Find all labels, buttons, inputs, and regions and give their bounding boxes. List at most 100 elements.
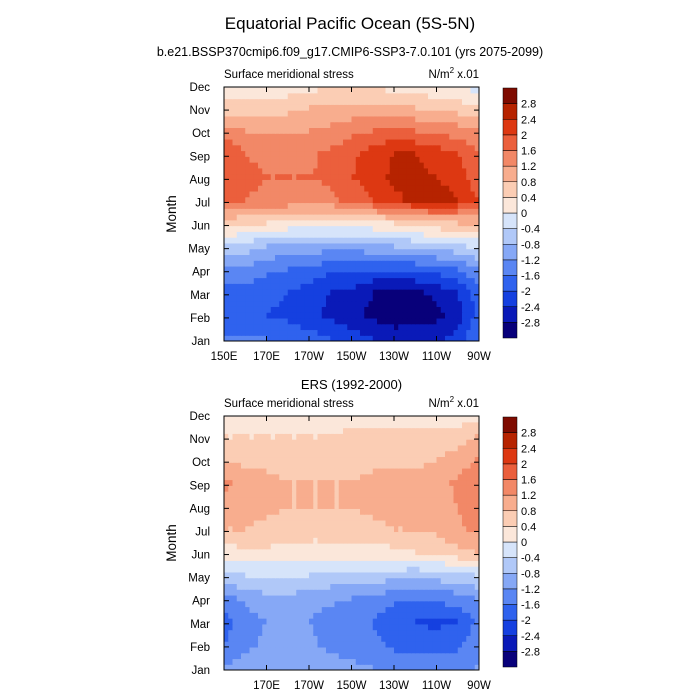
heatmap-cell bbox=[440, 566, 446, 573]
heatmap-cell bbox=[270, 92, 276, 100]
heatmap-cell bbox=[432, 323, 438, 331]
heatmap-cell bbox=[402, 491, 408, 498]
heatmap-cell bbox=[236, 300, 242, 307]
heatmap-cell bbox=[304, 242, 310, 250]
heatmap-cell bbox=[423, 138, 429, 146]
heatmap-cell bbox=[279, 242, 285, 250]
heatmap-cell bbox=[419, 652, 425, 660]
heatmap-cell bbox=[423, 214, 429, 221]
heatmap-cell bbox=[232, 121, 238, 129]
heatmap-cell bbox=[457, 121, 463, 129]
heatmap-cell bbox=[266, 92, 272, 100]
heatmap-cell bbox=[262, 254, 268, 261]
heatmap-cell bbox=[224, 115, 229, 123]
heatmap-cell bbox=[228, 473, 234, 481]
heatmap-cell bbox=[351, 265, 357, 273]
heatmap-cell bbox=[249, 87, 255, 94]
heatmap-cell bbox=[279, 571, 285, 579]
heatmap-cell bbox=[364, 138, 370, 146]
heatmap-cell bbox=[432, 473, 438, 481]
heatmap-cell bbox=[262, 190, 268, 198]
heatmap-cell bbox=[279, 265, 285, 273]
heatmap-cell bbox=[236, 537, 242, 544]
heatmap-cell bbox=[419, 462, 425, 469]
heatmap-cell bbox=[389, 525, 395, 533]
heatmap-cell bbox=[304, 456, 310, 463]
heatmap-cell bbox=[270, 462, 276, 469]
heatmap-cell bbox=[266, 577, 272, 585]
heatmap-cell bbox=[466, 554, 472, 561]
heatmap-cell bbox=[241, 133, 246, 140]
heatmap-cell bbox=[453, 173, 459, 180]
heatmap-cell bbox=[466, 87, 472, 94]
heatmap-cell bbox=[228, 214, 234, 221]
heatmap-cell bbox=[253, 548, 259, 556]
heatmap-cell bbox=[343, 265, 348, 273]
heatmap-cell bbox=[296, 635, 302, 642]
heatmap-cell bbox=[228, 115, 234, 123]
heatmap-cell bbox=[364, 300, 370, 307]
heatmap-cell bbox=[462, 566, 467, 573]
heatmap-cell bbox=[304, 219, 310, 227]
heatmap-cell bbox=[355, 571, 361, 579]
heatmap-cell bbox=[228, 496, 234, 504]
heatmap-cell bbox=[292, 115, 297, 123]
heatmap-cell bbox=[449, 138, 455, 146]
heatmap-cell bbox=[321, 652, 327, 660]
heatmap-cell bbox=[351, 485, 357, 492]
heatmap-cell bbox=[266, 104, 272, 111]
heatmap-cell bbox=[385, 467, 391, 475]
heatmap-cell bbox=[270, 600, 276, 608]
heatmap-cell bbox=[236, 185, 242, 192]
heatmap-cell bbox=[330, 162, 336, 169]
heatmap-cell bbox=[423, 144, 429, 152]
heatmap-cell bbox=[300, 496, 306, 504]
heatmap-cell bbox=[470, 566, 476, 573]
heatmap-cell bbox=[445, 202, 450, 209]
heatmap-cell bbox=[245, 577, 251, 585]
heatmap-cell bbox=[351, 491, 357, 498]
heatmap-cell bbox=[402, 623, 408, 631]
heatmap-cell bbox=[304, 190, 310, 198]
heatmap-cell bbox=[394, 496, 399, 504]
heatmap-cell bbox=[394, 554, 399, 561]
heatmap-cell bbox=[372, 462, 378, 469]
heatmap-cell bbox=[419, 589, 425, 596]
heatmap-cell bbox=[317, 133, 323, 140]
heatmap-cell bbox=[445, 225, 450, 232]
heatmap-cell bbox=[440, 242, 446, 250]
heatmap-cell bbox=[347, 594, 353, 602]
heatmap-cell bbox=[347, 618, 353, 625]
heatmap-cell bbox=[445, 289, 450, 296]
heatmap-cell bbox=[283, 225, 289, 232]
heatmap-cell bbox=[360, 479, 365, 486]
heatmap-cell bbox=[385, 641, 391, 648]
heatmap-cell bbox=[351, 548, 357, 556]
heatmap-cell bbox=[241, 254, 246, 261]
heatmap-cell bbox=[389, 150, 395, 157]
heatmap-cell bbox=[398, 543, 404, 550]
heatmap-cell bbox=[249, 225, 255, 232]
heatmap-cell bbox=[330, 537, 336, 544]
heatmap-cell bbox=[283, 462, 289, 469]
heatmap-cell bbox=[343, 110, 348, 117]
heatmap-cell bbox=[287, 121, 293, 129]
heatmap-cell bbox=[364, 156, 370, 163]
heatmap-cell bbox=[394, 150, 399, 157]
heatmap-cell bbox=[368, 260, 374, 267]
heatmap-cell bbox=[270, 664, 276, 670]
heatmap-cell bbox=[304, 312, 310, 319]
heatmap-cell bbox=[423, 133, 429, 140]
heatmap-cell bbox=[347, 167, 353, 175]
heatmap-cell bbox=[372, 127, 378, 134]
heatmap-cell bbox=[419, 531, 425, 538]
heatmap-cell bbox=[474, 127, 479, 134]
heatmap-cell bbox=[360, 265, 365, 273]
heatmap-cell bbox=[253, 467, 259, 475]
heatmap-cell bbox=[292, 242, 297, 250]
heatmap-cell bbox=[241, 589, 246, 596]
heatmap-cell bbox=[249, 519, 255, 527]
heatmap-cell bbox=[368, 104, 374, 111]
heatmap-cell bbox=[440, 260, 446, 267]
heatmap-cell bbox=[368, 508, 374, 515]
